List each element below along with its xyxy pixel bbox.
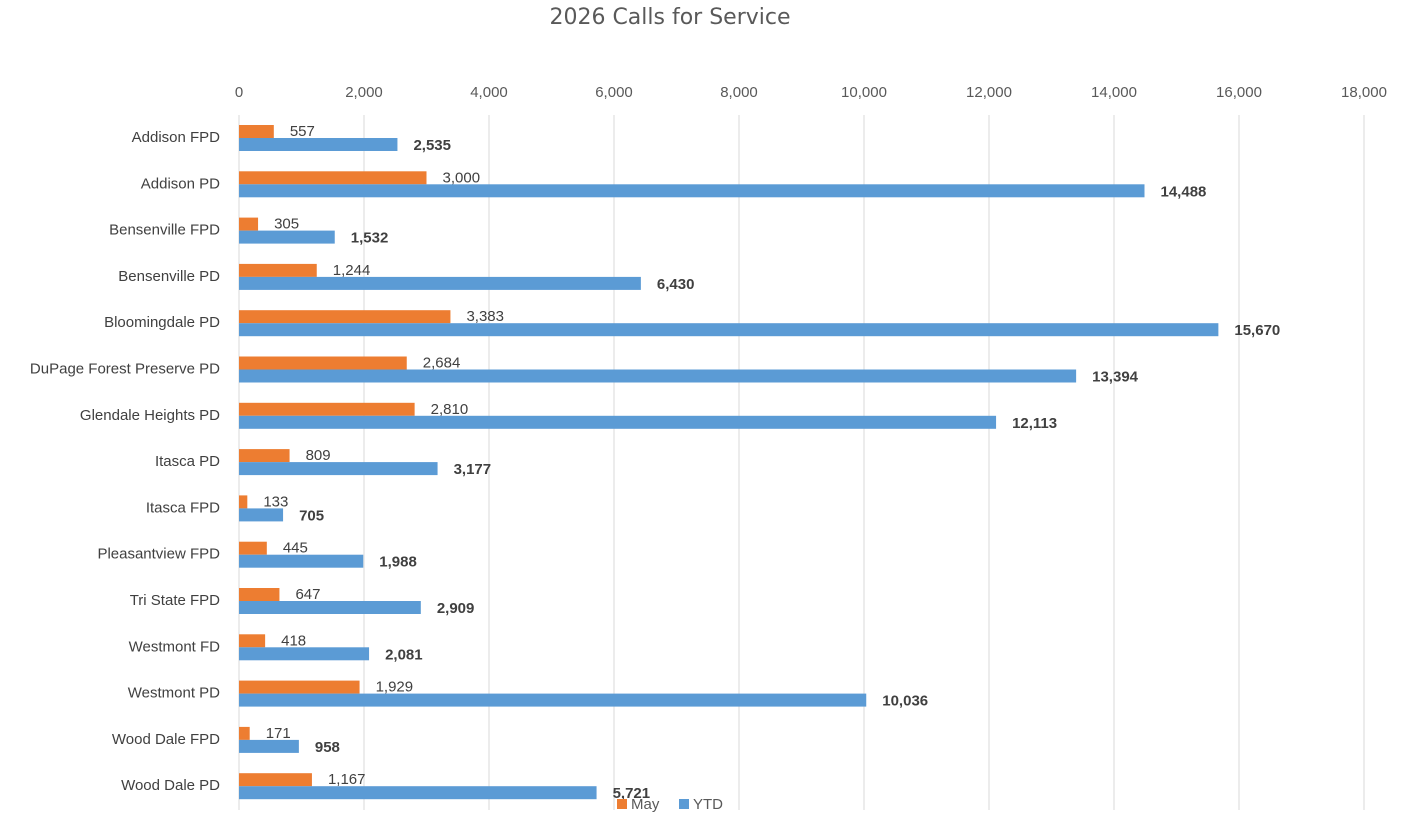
data-label: 15,670 [1234,322,1280,339]
data-label: 557 [290,123,315,140]
bar-may [239,217,259,231]
data-label: 809 [306,447,331,464]
category-label: Westmont FD [129,638,221,655]
bar-may [239,680,360,694]
category-label: Wood Dale FPD [112,731,220,748]
data-label: 418 [281,632,306,649]
data-label: 1,244 [333,262,371,279]
data-label: 13,394 [1092,369,1139,386]
bar-ytd [239,230,335,244]
data-label: 2,909 [437,600,475,617]
data-label: 1,167 [328,771,366,788]
data-label: 2,684 [423,355,461,372]
data-label: 12,113 [1012,415,1057,432]
data-label: 958 [315,739,340,756]
bar-ytd [239,601,421,614]
data-label: 133 [263,493,288,510]
bar-ytd [239,323,1219,337]
bar-ytd [239,369,1077,383]
category-label: Itasca FPD [146,499,220,516]
category-label: Tri State FPD [130,592,220,609]
bar-may [239,263,317,277]
bar-ytd [239,647,370,661]
bar-ytd [239,508,284,522]
x-tick-label: 10,000 [841,84,887,101]
category-label: DuPage Forest Preserve PD [30,361,220,378]
bar-ytd [239,184,1145,198]
category-label: Bensenville PD [118,268,220,285]
bar-ytd [239,739,299,753]
data-label: 705 [299,507,324,524]
data-label: 10,036 [882,693,928,710]
x-tick-label: 8,000 [720,84,758,101]
data-label: 2,081 [385,646,423,663]
data-label: 14,488 [1161,183,1207,200]
data-label: 6,430 [657,276,695,293]
bar-may [239,588,280,601]
category-label: Addison PD [141,175,220,192]
bar-ytd [239,693,867,707]
data-label: 1,988 [379,554,417,571]
chart-title: 2026 Calls for Service [549,5,791,30]
x-tick-label: 14,000 [1091,84,1137,101]
data-label: 3,000 [443,169,481,186]
category-label: Itasca PD [155,453,220,470]
legend-swatch-ytd [679,799,689,809]
data-label: 3,383 [466,308,504,325]
bar-may [239,541,267,555]
x-tick-label: 12,000 [966,84,1012,101]
data-label: 5,721 [613,785,651,802]
data-label: 647 [295,586,320,603]
category-label: Westmont PD [128,685,220,702]
legend-swatch-may [617,799,627,809]
x-tick-label: 4,000 [470,84,508,101]
data-label: 171 [266,725,291,742]
legend-label-ytd: YTD [693,796,723,813]
category-label: Wood Dale PD [121,777,220,794]
data-label: 2,810 [431,401,469,418]
x-tick-label: 18,000 [1341,84,1387,101]
bar-may [239,773,312,787]
bar-may [239,634,266,648]
x-tick-label: 16,000 [1216,84,1262,101]
category-label: Bloomingdale PD [104,314,220,331]
bar-ytd [239,138,398,151]
data-label: 1,929 [376,679,414,696]
category-label: Pleasantview FPD [97,546,220,563]
bar-may [239,449,290,463]
bar-may [239,356,407,370]
bar-may [239,171,427,185]
bar-ytd [239,415,997,429]
x-tick-label: 0 [235,84,243,101]
data-label: 305 [274,216,299,233]
data-label: 2,535 [413,137,451,154]
bar-may [239,726,250,740]
bar-ytd [239,462,438,476]
x-tick-label: 2,000 [345,84,383,101]
bar-ytd [239,276,641,290]
x-tick-label: 6,000 [595,84,633,101]
bar-may [239,125,274,138]
bar-may [239,495,248,509]
category-label: Glendale Heights PD [80,407,220,424]
category-label: Bensenville FPD [109,222,220,239]
data-label: 3,177 [454,461,492,478]
data-label: 445 [283,540,308,557]
bar-may [239,310,451,324]
bar-ytd [239,786,597,800]
bar-ytd [239,554,364,568]
category-label: Addison FPD [132,129,221,146]
data-label: 1,532 [351,230,389,247]
legend-label-may: May [631,796,660,813]
bar-may [239,402,415,416]
